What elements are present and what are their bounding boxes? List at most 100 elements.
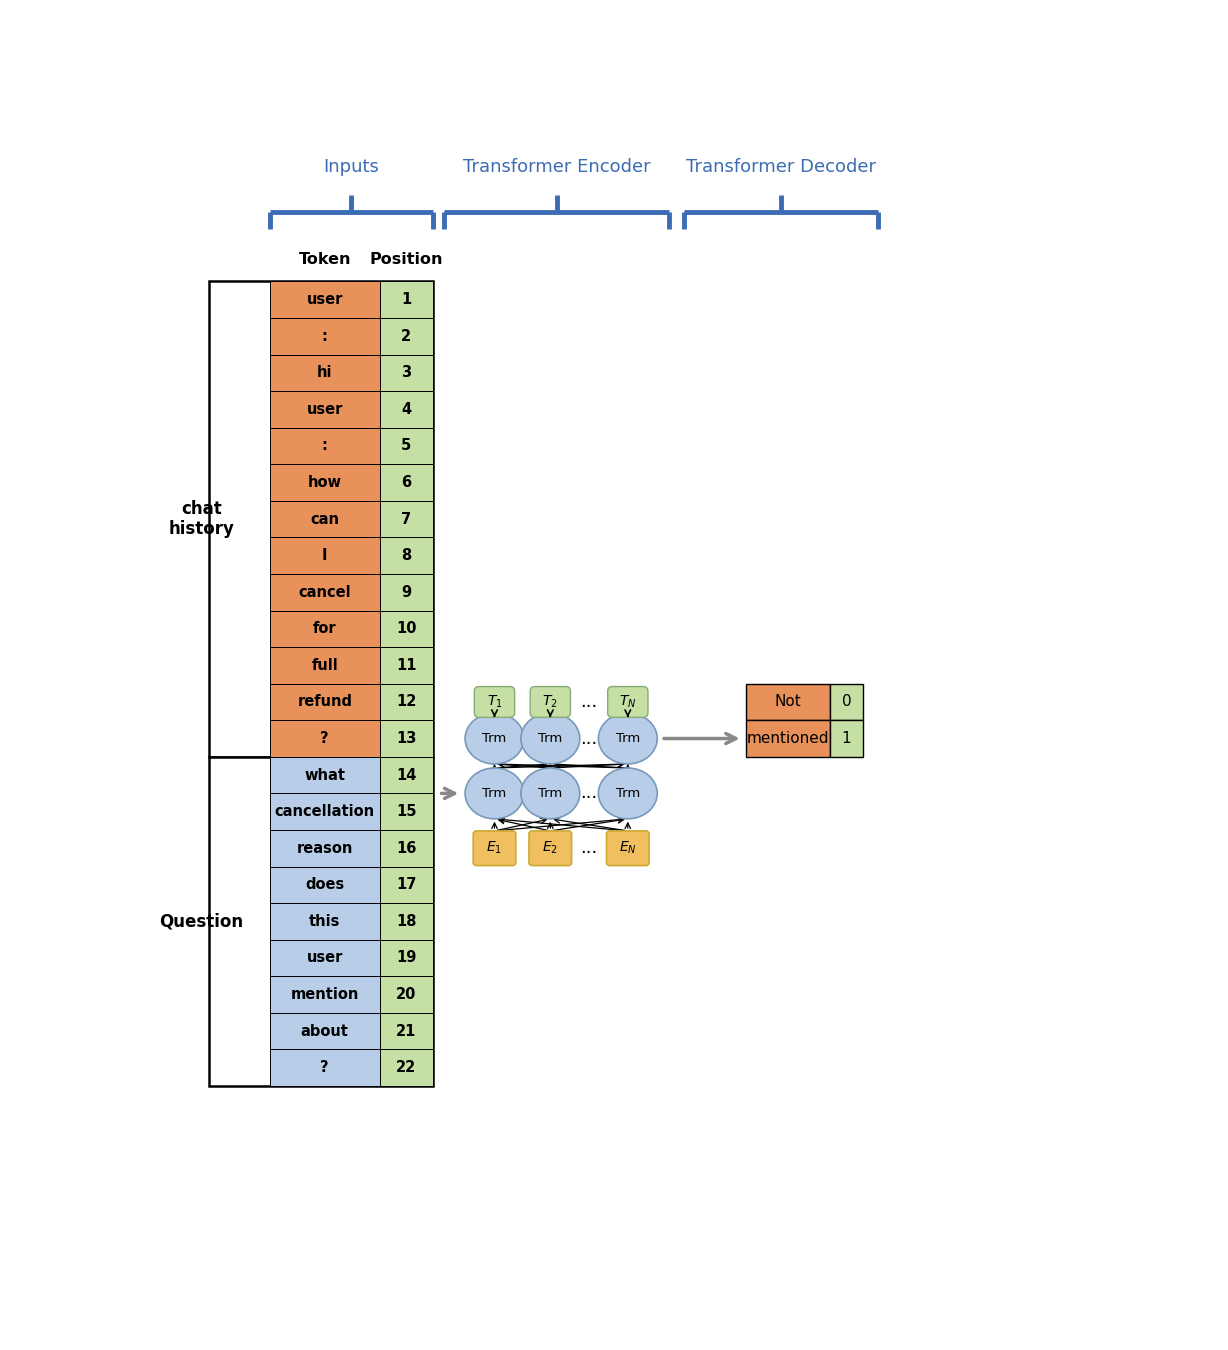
Text: full: full: [312, 657, 338, 672]
Text: 15: 15: [395, 805, 416, 819]
FancyBboxPatch shape: [209, 281, 432, 757]
Text: Transformer Encoder: Transformer Encoder: [463, 158, 651, 176]
Text: $T_1$: $T_1$: [486, 694, 502, 710]
Text: Trm: Trm: [483, 787, 507, 801]
Text: Trm: Trm: [615, 732, 640, 745]
Text: cancellation: cancellation: [275, 805, 375, 819]
Text: mentioned: mentioned: [747, 732, 829, 747]
Text: ...: ...: [581, 840, 598, 857]
Text: ...: ...: [581, 693, 598, 711]
Text: for: for: [313, 621, 336, 636]
Text: Inputs: Inputs: [323, 158, 379, 176]
FancyBboxPatch shape: [379, 721, 432, 757]
Text: 13: 13: [395, 732, 416, 747]
Text: hi: hi: [317, 366, 333, 381]
FancyBboxPatch shape: [270, 903, 379, 940]
FancyBboxPatch shape: [474, 687, 515, 717]
FancyBboxPatch shape: [379, 428, 432, 464]
Text: how: how: [308, 475, 341, 490]
FancyBboxPatch shape: [270, 537, 379, 574]
FancyBboxPatch shape: [379, 392, 432, 428]
Text: ...: ...: [581, 729, 598, 748]
Text: 3: 3: [402, 366, 411, 381]
Text: 21: 21: [395, 1023, 416, 1038]
Text: this: this: [309, 914, 340, 929]
Text: 6: 6: [402, 475, 411, 490]
Text: ?: ?: [321, 1060, 329, 1075]
FancyBboxPatch shape: [270, 794, 379, 830]
FancyBboxPatch shape: [379, 757, 432, 794]
Text: Trm: Trm: [483, 732, 507, 745]
Text: 20: 20: [395, 987, 416, 1002]
Text: 1: 1: [402, 292, 411, 308]
Text: Trm: Trm: [615, 787, 640, 801]
Text: ?: ?: [321, 732, 329, 747]
Text: user: user: [307, 950, 343, 965]
FancyBboxPatch shape: [270, 428, 379, 464]
Text: $E_1$: $E_1$: [486, 840, 502, 856]
Ellipse shape: [521, 768, 580, 819]
Text: 22: 22: [395, 1060, 416, 1075]
FancyBboxPatch shape: [379, 976, 432, 1012]
FancyBboxPatch shape: [379, 464, 432, 501]
Ellipse shape: [598, 768, 657, 819]
FancyBboxPatch shape: [270, 574, 379, 610]
Text: user: user: [307, 292, 343, 308]
Text: 2: 2: [402, 328, 411, 344]
Text: :: :: [322, 439, 328, 454]
FancyBboxPatch shape: [270, 392, 379, 428]
Text: user: user: [307, 402, 343, 417]
FancyBboxPatch shape: [270, 501, 379, 537]
Text: Trm: Trm: [538, 787, 562, 801]
FancyBboxPatch shape: [379, 574, 432, 610]
Text: $T_2$: $T_2$: [543, 694, 559, 710]
Text: Not: Not: [775, 694, 802, 710]
Text: mention: mention: [291, 987, 359, 1002]
FancyBboxPatch shape: [747, 683, 830, 721]
Text: refund: refund: [297, 694, 352, 710]
Text: Position: Position: [370, 252, 443, 267]
FancyBboxPatch shape: [379, 355, 432, 392]
FancyBboxPatch shape: [379, 319, 432, 355]
FancyBboxPatch shape: [473, 832, 516, 865]
FancyBboxPatch shape: [747, 721, 830, 757]
FancyBboxPatch shape: [379, 903, 432, 940]
FancyBboxPatch shape: [379, 940, 432, 976]
Text: I: I: [322, 548, 328, 563]
FancyBboxPatch shape: [608, 687, 648, 717]
FancyBboxPatch shape: [270, 830, 379, 867]
Ellipse shape: [465, 713, 524, 764]
Text: does: does: [305, 878, 344, 892]
Text: 17: 17: [395, 878, 416, 892]
FancyBboxPatch shape: [270, 757, 379, 794]
FancyBboxPatch shape: [270, 721, 379, 757]
Text: chat
history: chat history: [168, 500, 235, 539]
Text: $T_N$: $T_N$: [619, 694, 636, 710]
FancyBboxPatch shape: [379, 830, 432, 867]
FancyBboxPatch shape: [270, 281, 379, 319]
Text: Transformer Decoder: Transformer Decoder: [686, 158, 877, 176]
FancyBboxPatch shape: [379, 794, 432, 830]
FancyBboxPatch shape: [270, 1012, 379, 1049]
Text: 0: 0: [841, 694, 851, 710]
Ellipse shape: [598, 713, 657, 764]
Ellipse shape: [521, 713, 580, 764]
Text: ...: ...: [581, 784, 598, 802]
Text: 11: 11: [395, 657, 416, 672]
Text: 9: 9: [402, 585, 411, 599]
Text: 1: 1: [841, 732, 851, 747]
Text: Trm: Trm: [538, 732, 562, 745]
Text: cancel: cancel: [298, 585, 351, 599]
FancyBboxPatch shape: [379, 1012, 432, 1049]
Text: about: about: [301, 1023, 349, 1038]
FancyBboxPatch shape: [379, 537, 432, 574]
FancyBboxPatch shape: [270, 355, 379, 392]
FancyBboxPatch shape: [379, 683, 432, 721]
FancyBboxPatch shape: [270, 940, 379, 976]
Text: 14: 14: [395, 768, 416, 783]
FancyBboxPatch shape: [830, 683, 862, 721]
Text: $E_2$: $E_2$: [543, 840, 559, 856]
FancyBboxPatch shape: [530, 687, 571, 717]
FancyBboxPatch shape: [270, 1049, 379, 1085]
FancyBboxPatch shape: [379, 1049, 432, 1085]
